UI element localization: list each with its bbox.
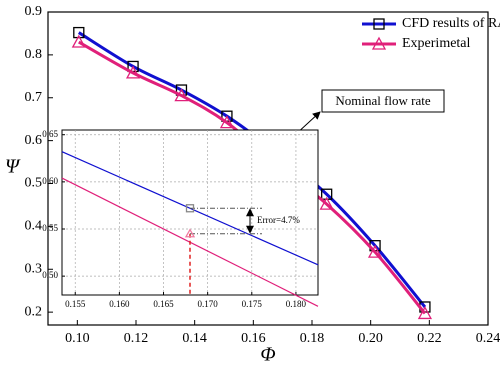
y-tick-label: 0.9	[25, 4, 43, 19]
y-tick-label: 0.4	[25, 219, 43, 234]
data-point	[367, 244, 383, 258]
x-tick-label: 0.20	[358, 331, 383, 346]
data-point	[219, 115, 235, 129]
y-tick-label: 0.50	[42, 270, 58, 280]
y-tick-label: 0.2	[25, 304, 43, 319]
data-point	[184, 228, 196, 238]
legend-label: Experimetal	[402, 36, 471, 51]
annotation-box	[321, 89, 445, 113]
data-point	[319, 196, 334, 210]
legend-marker	[373, 18, 385, 30]
x-tick-label: 0.16	[241, 331, 266, 346]
x-tick-label: 0.14	[182, 331, 207, 346]
data-point	[174, 88, 189, 102]
annotation: Error=4.7%	[257, 215, 300, 225]
x-tick-label: 0.10	[65, 331, 90, 346]
y-tick-label: 0.60	[42, 176, 58, 186]
y-tick-label: 0.55	[42, 223, 58, 233]
data-point	[73, 26, 85, 39]
y-tick-label: 0.3	[25, 261, 43, 276]
data-point	[71, 34, 86, 48]
x-tick-label: 0.165	[153, 299, 174, 309]
x-tick-label: 0.24	[476, 331, 500, 346]
x-tick-label: 0.170	[198, 299, 219, 309]
data-point	[417, 306, 433, 320]
y-tick-label: 0.65	[42, 129, 58, 139]
y-axis-label: Ψ	[5, 156, 21, 178]
data-point	[185, 204, 195, 213]
y-tick-label: 0.6	[25, 133, 43, 148]
data-point	[125, 65, 141, 79]
legend-marker	[371, 36, 387, 50]
y-tick-label: 0.8	[25, 47, 43, 62]
y-tick-label: 0.7	[25, 90, 43, 105]
x-tick-label: 0.18	[300, 331, 325, 346]
legend-label: CFD results of RANS	[402, 16, 500, 31]
x-tick-label: 0.160	[109, 299, 130, 309]
x-tick-label: 0.175	[242, 299, 263, 309]
annotation: Nominal flow rate	[335, 93, 431, 108]
y-tick-label: 0.5	[25, 176, 43, 191]
plot-frame	[47, 11, 489, 326]
x-tick-label: 0.22	[417, 331, 442, 346]
inset-frame	[61, 129, 319, 296]
x-tick-label: 0.12	[124, 331, 149, 346]
x-tick-label: 0.180	[286, 299, 307, 309]
x-tick-label: 0.155	[65, 299, 86, 309]
x-axis-label: Φ	[260, 344, 275, 366]
